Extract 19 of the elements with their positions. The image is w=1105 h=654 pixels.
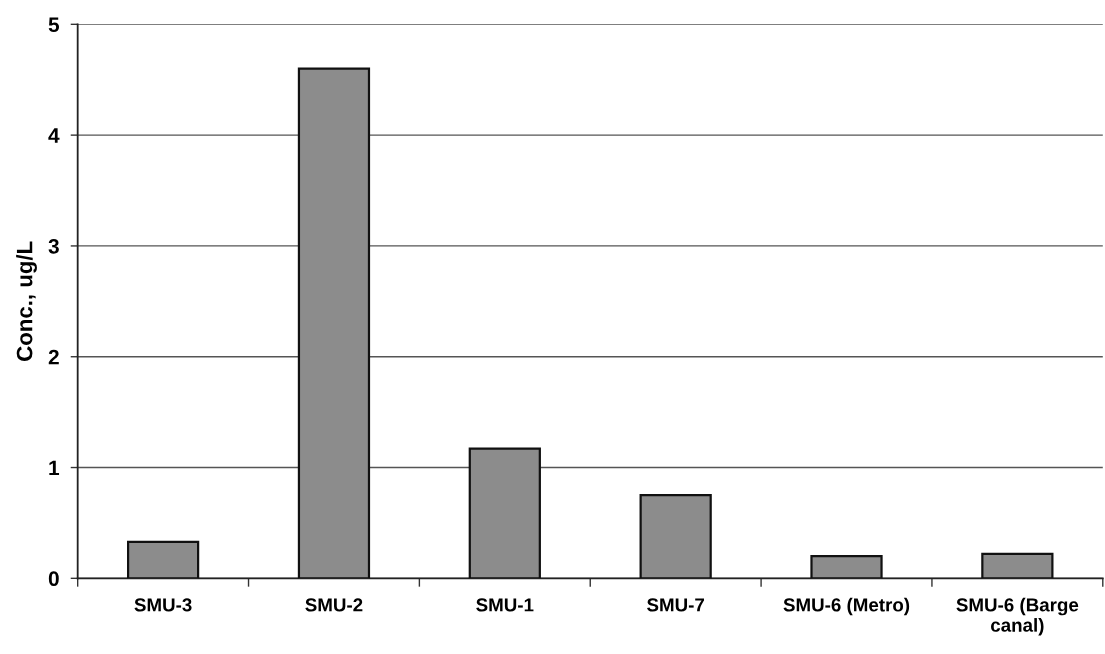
bar (126, 540, 200, 579)
y-tick-label: 4 (48, 128, 60, 143)
x-tick-label: SMU-6 (Metro) (783, 597, 910, 616)
y-tick-label: 3 (48, 238, 59, 254)
x-tick-label: SMU-7 (647, 598, 705, 612)
x-tick-label: SMU-2 (305, 598, 363, 612)
y-tick-label: 5 (48, 17, 60, 33)
y-axis-title: Conc., ug/L (16, 241, 37, 361)
bar (468, 447, 541, 579)
bar (981, 552, 1054, 579)
y-tick-label: 1 (49, 460, 60, 476)
bar (810, 555, 883, 579)
y-tick-label: 2 (48, 349, 59, 365)
x-tick-label: SMU-3 (134, 598, 192, 612)
bar (297, 67, 371, 579)
bar (639, 494, 712, 579)
x-tick-label: SMU-1 (476, 598, 534, 612)
x-tick-label: SMU-6 (Barge canal) (956, 597, 1079, 636)
y-tick-label: 0 (48, 571, 59, 587)
